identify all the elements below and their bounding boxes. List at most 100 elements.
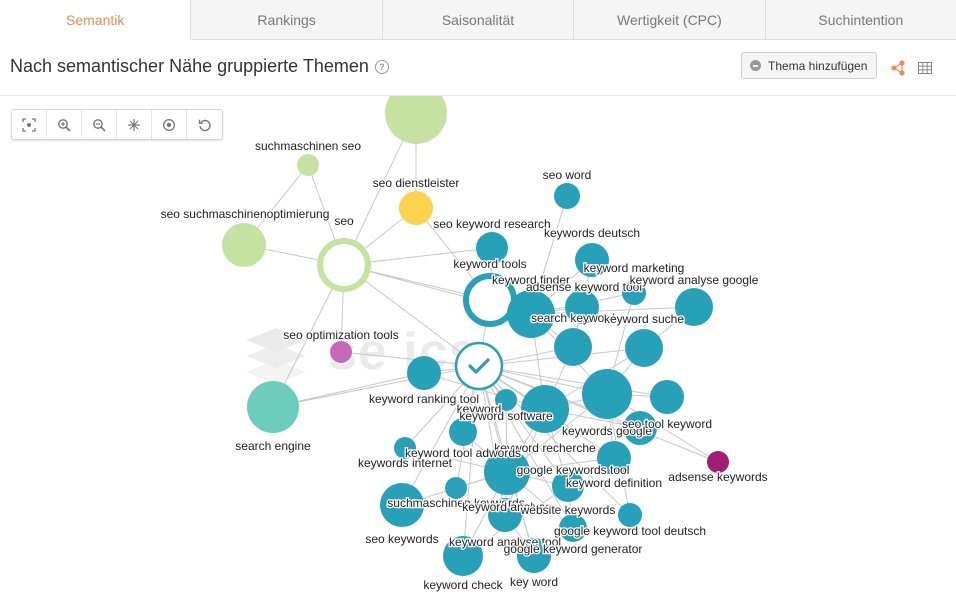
node-kw-google[interactable] (582, 369, 632, 419)
node-kw-suche[interactable] (625, 329, 663, 367)
zoom-out-button[interactable] (82, 110, 117, 139)
node-key-word[interactable] (517, 539, 551, 573)
node-kat[interactable] (559, 514, 587, 542)
node-sm-seo[interactable] (297, 154, 319, 176)
zoom-out-icon (93, 118, 106, 132)
node-label-seo-kr: seo keyword research (433, 217, 550, 231)
table-view-icon[interactable] (918, 61, 932, 75)
node-seo-smo[interactable] (222, 223, 266, 267)
node-search-engine[interactable] (247, 381, 299, 433)
node-label-seo: seo (334, 214, 354, 228)
tab-saisonalitaet[interactable]: Saisonalität (383, 0, 575, 39)
tab-suchintention[interactable]: Suchintention (818, 11, 904, 28)
node-kw-deutsch[interactable] (575, 243, 609, 277)
tab-semantik[interactable]: Semantik (0, 0, 192, 40)
graph-edge (478, 365, 574, 529)
node-label-kw-marketing: keyword marketing (584, 261, 685, 275)
graph-labels: suchmaschinen seo seo dienstleister seo su… (159, 138, 769, 594)
node-seo-word[interactable] (554, 183, 580, 209)
node-label-kw-suche: keyword suche (604, 312, 684, 326)
node-kw-marketing[interactable] (565, 290, 599, 324)
node-top[interactable] (385, 96, 447, 144)
graph-edge (478, 365, 668, 398)
node-kw-check[interactable] (443, 536, 483, 576)
node-label-key-word: key word (510, 575, 558, 589)
node-label-seo-keywords: seo keywords (365, 532, 438, 546)
node-kw-tool-adwords[interactable] (449, 418, 477, 446)
node-gktd[interactable] (618, 503, 642, 527)
node-kw-internet[interactable] (394, 437, 416, 459)
node-kw-recherche[interactable] (521, 385, 569, 433)
node-adsense-kt[interactable] (622, 281, 646, 305)
node-kw-software[interactable] (495, 389, 517, 411)
node-adsense-kws[interactable] (707, 451, 729, 473)
node-label-kat: keyword analyse tool (449, 535, 561, 549)
node-label-seo-word: seo word (543, 168, 592, 182)
node-label-website-kws: website keywords (520, 503, 616, 517)
header: Nach semantischer Nähe gruppierte Themen… (0, 40, 956, 96)
node-kw-ranking[interactable] (407, 356, 441, 390)
node-label-adsense-kws: adsense keywords (668, 470, 767, 484)
node-kw-right[interactable] (650, 380, 684, 414)
semantic-graph[interactable]: suchmaschinen seo seo dienstleister seo su… (0, 96, 956, 594)
page-title: Nach semantischer Nähe gruppierte Themen… (10, 56, 389, 77)
node-label-gkt: google keywords tool (517, 463, 630, 477)
graph-edge (401, 365, 480, 506)
node-label-kw-deutsch: keywords deutsch (544, 226, 640, 240)
node-gkt[interactable] (484, 449, 530, 495)
node-label-kw-definition: keyword definition (566, 476, 662, 490)
fit-icon (22, 117, 36, 132)
node-label-kw-analyse-google: keyword analyse google (630, 273, 759, 287)
graph-edge (343, 264, 480, 367)
node-label-kw-analyse: keyword analyse (462, 500, 552, 514)
node-label-search-kw: search keyword (531, 311, 615, 325)
minus-circle-icon (750, 60, 761, 71)
node-seo-tool-kw[interactable] (623, 411, 657, 445)
node-seo-keywords[interactable] (380, 483, 424, 527)
tab-bar: Semantik Rankings Saisonalität Wertigkei… (0, 0, 956, 40)
node-label-kw-check: keyword check (423, 578, 503, 592)
tab-wertigkeit[interactable]: Wertigkeit (CPC) (574, 0, 766, 39)
center-button[interactable] (152, 110, 187, 139)
node-label-kw-tool-adwords: keyword tool adwords (405, 446, 521, 460)
node-label-kw-software: keyword software (459, 409, 553, 423)
node-sm-keywords[interactable] (445, 477, 467, 499)
graph-edge (462, 365, 480, 557)
node-label-kw-ranking: keyword ranking tool (369, 392, 479, 406)
graph-toolbar (11, 109, 223, 140)
tab-rankings[interactable]: Rankings (191, 0, 383, 39)
node-label-adsense-kt: adsense keyword tool (526, 280, 642, 294)
graph-view-icon[interactable] (890, 60, 906, 76)
node-label-kw-google: keywords google (562, 424, 652, 438)
node-seo-dienst[interactable] (399, 191, 433, 225)
node-label-sm-seo: suchmaschinen seo (255, 139, 361, 153)
target-icon (162, 118, 176, 131)
node-website-kws[interactable] (488, 498, 522, 532)
node-label-gktd: google keyword tool deutsch (554, 524, 706, 538)
node-label-search-engine: search engine (235, 439, 311, 453)
node-seo-opt-tools[interactable] (330, 341, 352, 363)
node-kw-analyse-google[interactable] (675, 288, 713, 326)
node-seo-kr[interactable] (476, 232, 508, 264)
reset-button[interactable] (187, 110, 222, 139)
check-icon (468, 358, 490, 374)
help-icon[interactable]: ? (374, 60, 389, 74)
zoom-in-button[interactable] (47, 110, 82, 139)
node-label-sm-keywords: suchmaschinen keywords (387, 496, 524, 510)
node-label-kw-tools: keyword tools (453, 257, 526, 271)
node-seo[interactable] (317, 238, 371, 292)
watermark: se ics (236, 322, 726, 394)
node-label-kw-internet: keywords internet (358, 456, 453, 470)
node-label-seo-opt-tools: seo optimization tools (283, 328, 398, 342)
fit-to-screen-button[interactable] (12, 110, 47, 139)
layout-button[interactable] (117, 110, 152, 139)
graph-nodes (222, 96, 729, 576)
graph-edge (530, 306, 695, 315)
node-search-kw[interactable] (554, 328, 592, 366)
node-kw-finder[interactable] (507, 290, 555, 338)
add-topic-button[interactable]: Thema hinzufügen (741, 52, 878, 79)
node-kw-analyse[interactable] (552, 470, 584, 502)
node-keyword[interactable] (454, 341, 504, 391)
node-kw-definition[interactable] (597, 441, 631, 475)
page-title-text: Nach semantischer Nähe gruppierte Themen (10, 56, 369, 76)
